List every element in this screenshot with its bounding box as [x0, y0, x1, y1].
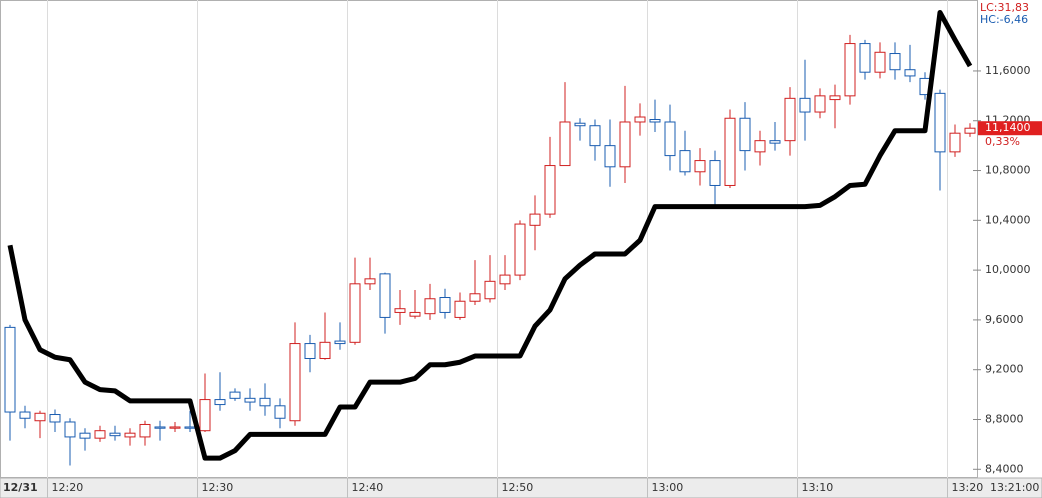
candle-body: [154, 426, 166, 429]
candle-body: [379, 273, 391, 318]
candle-body: [34, 412, 46, 422]
candle-body: [184, 426, 196, 429]
candle-body: [514, 223, 526, 276]
candle-body: [649, 119, 661, 123]
candle-body: [664, 121, 676, 157]
candle-body: [829, 95, 841, 101]
candle-body: [859, 43, 871, 73]
y-tick-label: 9,6000: [985, 313, 1024, 326]
y-tick-label: 10,0000: [985, 263, 1031, 276]
x-tick-label: 13:10: [802, 481, 834, 494]
x-tick-label: 12:20: [52, 481, 84, 494]
y-tick-label: 8,4000: [985, 462, 1024, 475]
candle-body: [844, 43, 856, 97]
candle-body: [949, 132, 961, 153]
candle-body: [799, 97, 811, 113]
candle-body: [544, 165, 556, 215]
candle-body: [499, 274, 511, 285]
candle-body: [784, 97, 796, 142]
candle-body: [394, 308, 406, 313]
candle-body: [574, 122, 586, 127]
candle-body: [754, 140, 766, 153]
candle-body: [409, 311, 421, 317]
candle-body: [529, 213, 541, 226]
candle-body: [214, 399, 226, 406]
change-pct: 0,33%: [985, 135, 1020, 148]
candle-body: [289, 343, 301, 422]
candle-body: [334, 340, 346, 345]
current-price-box: [978, 121, 1042, 136]
candle-body: [439, 297, 451, 313]
candle-body: [769, 140, 781, 144]
candle-body: [589, 125, 601, 147]
x-tick-label: 12:50: [502, 481, 534, 494]
current-time: 13:21:00: [990, 481, 1039, 494]
candle-body: [679, 150, 691, 173]
candle-body: [259, 397, 271, 407]
candle-body: [469, 293, 481, 302]
candle-body: [874, 51, 886, 73]
candle-body: [199, 399, 211, 432]
candle-body: [79, 432, 91, 439]
indicator-line: [7, 9, 973, 461]
candle-body: [559, 121, 571, 167]
x-tick-label: 12:30: [202, 481, 234, 494]
candle-body: [64, 421, 76, 438]
date-label: 12/31: [3, 481, 38, 494]
candle-body: [304, 343, 316, 359]
y-tick-label: 10,4000: [985, 213, 1031, 226]
lc-label: LC:31,83: [980, 1, 1029, 14]
y-tick-label: 8,8000: [985, 412, 1024, 425]
candle-body: [604, 145, 616, 168]
candle-body: [349, 283, 361, 343]
candle-body: [724, 117, 736, 186]
candle-body: [4, 326, 16, 413]
candle-body: [109, 432, 121, 437]
candle-body: [634, 116, 646, 123]
candle-body: [124, 432, 136, 438]
x-tick-label: 13:20: [952, 481, 984, 494]
candle-body: [274, 405, 286, 419]
y-tick-label: 10,8000: [985, 164, 1031, 177]
candle-body: [889, 53, 901, 71]
candle-body: [19, 411, 31, 419]
candle-body: [694, 160, 706, 173]
candle-body: [244, 397, 256, 403]
candle-body: [424, 298, 436, 315]
candle-body: [709, 160, 721, 186]
time-axis-bar: [0, 477, 1042, 498]
candle-body: [484, 280, 496, 300]
candle-body: [934, 92, 946, 153]
candle-body: [319, 341, 331, 360]
candle-body: [229, 391, 241, 399]
candle-body: [94, 430, 106, 439]
candle-body: [964, 127, 976, 134]
x-tick-label: 12:40: [352, 481, 384, 494]
current-price-label: 11,1400: [985, 121, 1031, 134]
y-tick-label: 9,2000: [985, 363, 1024, 376]
candle-body: [364, 278, 376, 285]
candle-body: [739, 117, 751, 152]
candle-body: [454, 300, 466, 318]
candle-body: [814, 95, 826, 113]
candle-body: [139, 423, 151, 438]
candle-body: [169, 426, 181, 429]
hc-label: HC:-6,46: [980, 13, 1028, 26]
candle-body: [619, 121, 631, 168]
candle-body: [904, 69, 916, 77]
y-tick-label: 11,6000: [985, 64, 1031, 77]
candle-body: [49, 414, 61, 423]
x-tick-label: 13:00: [652, 481, 684, 494]
